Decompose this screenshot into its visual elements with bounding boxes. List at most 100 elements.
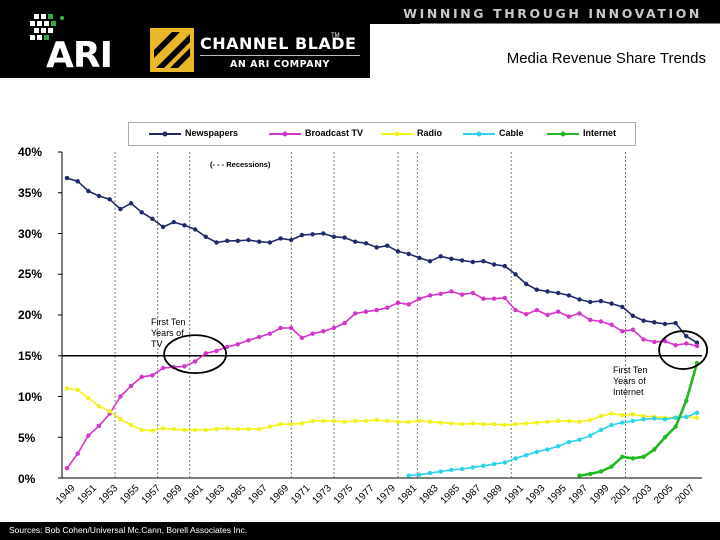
data-point-internet [652,447,657,452]
data-point-broadcast-tv [427,293,433,298]
data-point-radio [406,419,411,424]
title-panel [370,24,720,78]
data-point-radio [545,419,550,424]
data-point-newspapers [470,259,475,265]
data-point-newspapers [363,241,369,246]
y-tick-label: 30% [18,227,43,241]
data-point-radio [620,413,625,418]
data-point-newspapers [598,298,604,304]
x-tick-label: 1951 [75,483,99,507]
channel-blade-trademark: TM [331,33,340,39]
x-tick-label: 1973 [310,483,334,507]
data-point-radio [160,426,166,431]
data-point-newspapers [86,188,91,194]
data-point-radio [118,417,123,422]
data-point-newspapers [310,232,315,237]
data-point-cable [598,427,604,433]
x-tick-label: 1979 [374,483,398,507]
data-point-radio [534,420,539,425]
sources-note: Sources: Bob Cohen/Universal Mc.Cann, Bo… [9,525,248,535]
header-bar: WINNING THROUGH INNOVATION ARI CHANNEL B… [0,0,720,78]
data-point-cable [630,418,636,424]
data-point-broadcast-tv [459,292,465,297]
data-point-newspapers [192,227,198,232]
data-point-internet [662,435,668,440]
data-point-broadcast-tv [139,374,144,380]
data-point-internet [641,454,646,459]
data-point-broadcast-tv [684,341,689,346]
data-point-radio [64,386,70,391]
data-point-broadcast-tv [630,327,636,332]
data-point-newspapers [577,297,582,302]
data-point-broadcast-tv [438,291,443,296]
tv-annotation: First Ten Years of TV [151,317,186,349]
legend-swatch-marker-cable [476,131,482,137]
data-point-newspapers [150,216,155,221]
x-tick-label: 1969 [268,483,292,507]
data-point-newspapers [203,234,208,239]
data-point-newspapers [630,313,636,318]
x-tick-label: 2007 [673,483,697,507]
legend-swatch-marker-internet [560,131,566,137]
tv-highlight-circle [163,334,228,375]
data-point-broadcast-tv [363,309,369,314]
data-point-newspapers [257,239,262,244]
x-tick-label: 1985 [439,483,463,507]
data-point-newspapers [278,236,283,241]
data-point-cable [566,439,572,445]
data-point-broadcast-tv [556,309,561,314]
legend-label-cable: Cable [499,128,524,138]
data-point-cable [513,456,518,461]
data-point-broadcast-tv [235,342,240,347]
data-point-newspapers [673,320,678,326]
data-point-broadcast-tv [609,322,614,327]
data-point-radio [310,418,315,424]
ari-logo: ARI [26,8,126,74]
series-line-cable [408,412,698,477]
data-point-newspapers [96,193,102,199]
data-point-broadcast-tv [267,331,273,336]
data-point-radio [225,426,230,431]
data-point-newspapers [385,243,390,248]
data-point-radio [214,426,219,432]
chart-legend: Newspapers Broadcast TV Radio Cable Inte… [128,122,636,146]
data-point-newspapers [545,289,550,294]
data-point-radio [417,418,422,424]
data-point-broadcast-tv [566,314,572,319]
data-point-broadcast-tv [545,312,550,318]
data-point-broadcast-tv [246,338,251,343]
y-tick-label: 20% [18,308,43,322]
data-point-radio [598,413,604,419]
data-point-cable [438,469,443,474]
y-tick-label: 15% [18,349,43,363]
data-point-newspapers [652,320,657,325]
legend-label-internet: Internet [583,128,617,138]
legend-label-newspapers: Newspapers [185,128,239,138]
x-tick-label: 1949 [54,483,78,507]
data-point-broadcast-tv [481,296,486,301]
data-point-broadcast-tv [491,296,497,301]
data-point-broadcast-tv [534,307,539,313]
data-point-radio [694,415,700,420]
data-point-radio [182,427,187,433]
data-point-cable [470,465,475,470]
x-tick-label: 1975 [332,483,356,507]
y-tick-label: 5% [18,431,36,445]
data-point-newspapers [694,340,700,345]
data-point-newspapers [289,237,294,243]
data-point-radio [630,412,636,417]
data-point-radio [449,421,454,426]
data-point-cable [609,422,614,428]
data-point-newspapers [353,239,358,244]
series-line-radio [66,387,698,432]
data-point-broadcast-tv [86,433,91,438]
x-tick-label: 1967 [246,483,270,507]
tagline-divider [420,23,720,24]
data-point-newspapers [438,254,443,259]
data-point-newspapers [513,272,518,277]
data-point-broadcast-tv [289,325,294,331]
data-point-broadcast-tv [321,329,326,334]
data-point-newspapers [139,210,144,215]
x-tick-label: 1977 [353,483,377,507]
data-point-broadcast-tv [470,290,475,296]
